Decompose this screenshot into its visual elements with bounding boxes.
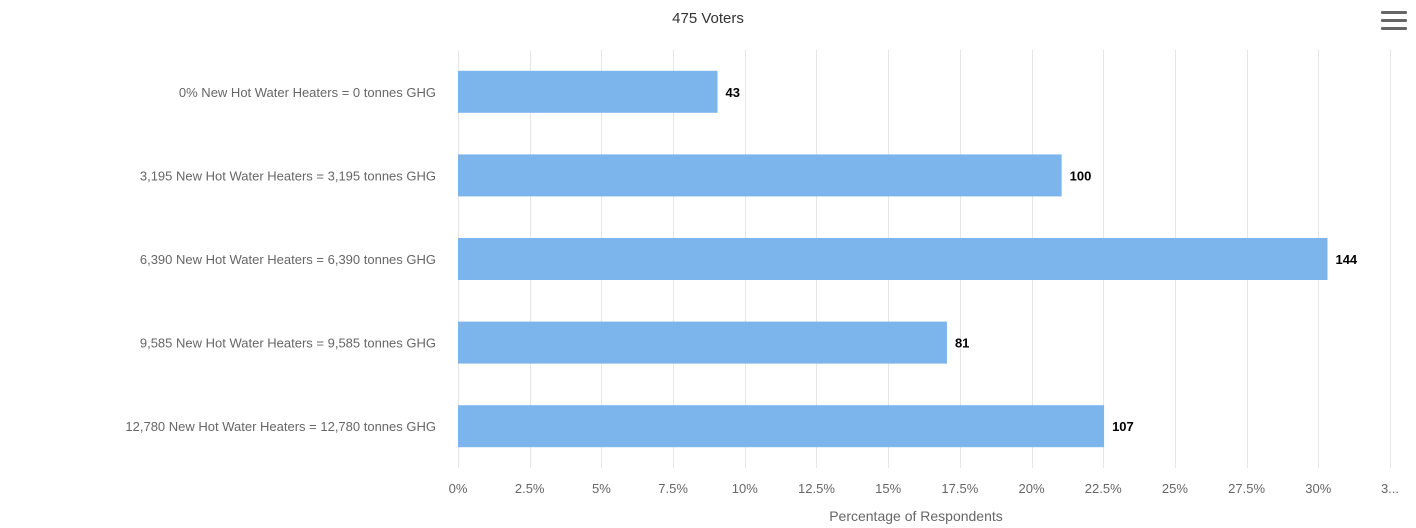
data-label: 144 [1335,252,1357,267]
data-label: 100 [1070,168,1092,183]
x-tick-label: 5% [592,481,611,496]
category-label: 12,780 New Hot Water Heaters = 12,780 to… [125,419,436,434]
x-tick-label: 15% [875,481,901,496]
category-label: 9,585 New Hot Water Heaters = 9,585 tonn… [140,336,436,351]
x-tick-label: 22.5% [1085,481,1122,496]
x-tick-label: 0% [449,481,468,496]
x-tick-label: 17.5% [941,481,978,496]
x-axis-title: Percentage of Respondents [829,508,1003,524]
x-tick-label: 25% [1162,481,1188,496]
bar[interactable] [458,238,1328,280]
category-label: 3,195 New Hot Water Heaters = 3,195 tonn… [140,168,436,183]
category-label: 6,390 New Hot Water Heaters = 6,390 tonn… [140,252,436,267]
data-label: 81 [955,336,969,351]
data-label: 107 [1112,419,1134,434]
bar[interactable] [458,70,718,113]
x-tick-label: 2.5% [515,481,545,496]
bar[interactable] [458,321,947,364]
data-label: 43 [726,85,740,100]
x-tick-label: 10% [732,481,758,496]
x-tick-label: 30% [1305,481,1331,496]
x-tick-label: 7.5% [658,481,688,496]
chart-title: 475 Voters [672,10,744,27]
hamburger-menu-icon[interactable] [1381,11,1407,33]
bar[interactable] [458,154,1062,197]
x-tick-label: 3... [1381,481,1399,496]
x-tick-label: 20% [1019,481,1045,496]
x-tick-label: 12.5% [798,481,835,496]
bar[interactable] [458,405,1105,448]
category-label: 0% New Hot Water Heaters = 0 tonnes GHG [179,85,436,100]
x-tick-label: 27.5% [1228,481,1265,496]
